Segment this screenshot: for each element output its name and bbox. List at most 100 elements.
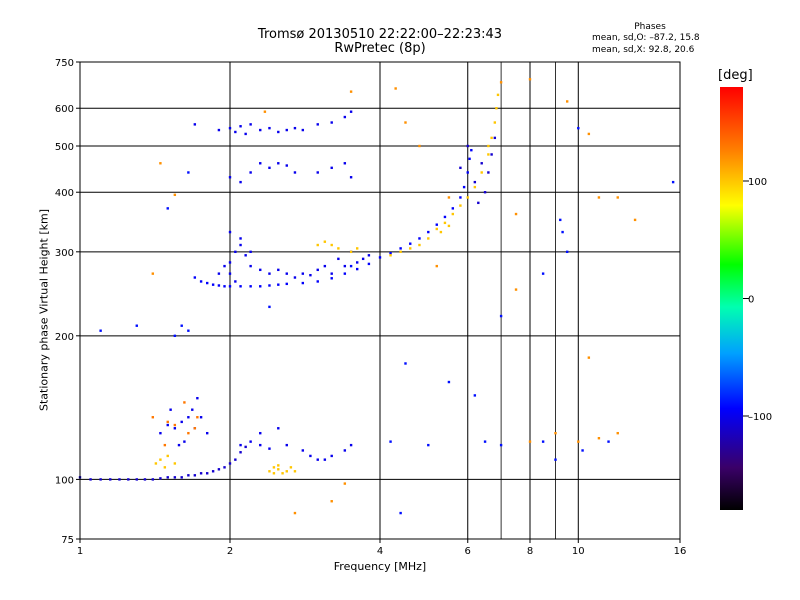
data-point (169, 408, 172, 411)
data-point (166, 420, 169, 424)
data-point (477, 201, 480, 205)
data-point (349, 90, 353, 93)
data-point (187, 431, 190, 435)
data-point (173, 427, 177, 430)
x-axis-label: Frequency [MHz] (333, 560, 427, 573)
data-point (249, 250, 252, 254)
data-point (330, 243, 333, 247)
data-point (343, 482, 347, 485)
data-point (159, 431, 162, 435)
data-point (277, 268, 280, 272)
data-point (514, 212, 518, 216)
data-point (487, 144, 490, 148)
data-point (378, 256, 382, 259)
data-point (462, 185, 466, 189)
data-point (480, 171, 483, 174)
x-axis-ticks: 1 2 4 6 8 10 16 (77, 539, 686, 557)
data-point (399, 250, 402, 254)
data-point (309, 454, 312, 458)
data-point (367, 262, 371, 266)
data-point (418, 144, 421, 148)
data-point (285, 470, 288, 473)
data-point (528, 440, 532, 443)
phases-x-line: mean, sd,X: 92.8, 20.6 (592, 45, 695, 55)
data-point (439, 230, 443, 234)
data-point (399, 247, 402, 250)
data-point (228, 272, 232, 275)
data-point (163, 466, 167, 469)
data-point (451, 212, 455, 216)
data-point (349, 443, 353, 447)
data-point (180, 324, 183, 327)
data-point (228, 261, 232, 264)
data-point (581, 449, 584, 452)
y-tick-label: 500 (55, 142, 74, 153)
data-point (316, 458, 319, 461)
data-point (330, 500, 333, 503)
data-point (217, 468, 221, 471)
data-point (316, 243, 319, 247)
data-point (487, 153, 490, 156)
data-point (249, 264, 252, 268)
data-point (293, 470, 297, 473)
data-point (217, 128, 221, 132)
data-point (499, 314, 503, 318)
data-point (259, 162, 262, 165)
data-point (151, 416, 155, 419)
data-point (301, 449, 305, 452)
data-point (466, 196, 469, 199)
data-point (293, 126, 297, 130)
data-point (323, 458, 327, 461)
data-point (349, 110, 353, 113)
data-point (309, 273, 312, 277)
data-point (277, 468, 280, 471)
data-point (301, 281, 305, 285)
data-point (577, 126, 580, 130)
chart-subtitle: RwPretec (8p) (334, 41, 426, 56)
y-tick-label: 400 (55, 188, 74, 199)
data-point (404, 121, 407, 124)
data-point (490, 153, 493, 156)
data-point (483, 440, 487, 443)
colorbar-unit-label: [deg] (718, 68, 753, 83)
data-point (277, 464, 280, 467)
x-tick-label: 10 (572, 546, 585, 557)
data-point (323, 264, 327, 268)
data-point (193, 123, 197, 126)
data-point (337, 247, 340, 250)
data-point (211, 470, 215, 473)
data-point (330, 166, 333, 170)
data-point (330, 272, 333, 275)
data-point (173, 334, 177, 338)
data-point (316, 123, 319, 126)
x-tick-label: 4 (377, 546, 383, 557)
data-point (473, 185, 477, 189)
data-point (263, 110, 267, 113)
data-point (285, 443, 288, 447)
data-point (616, 431, 619, 435)
data-point (166, 207, 169, 210)
data-point (223, 285, 226, 288)
data-point (166, 476, 169, 479)
data-point (277, 162, 280, 165)
data-point (389, 252, 392, 255)
colorbar-tick-label: 0 (748, 295, 754, 306)
data-point (187, 171, 190, 174)
data-point (234, 130, 237, 134)
data-point (343, 272, 347, 275)
data-point (268, 126, 271, 130)
phases-o-line: mean, sd,O: –87.2, 15.8 (592, 33, 700, 43)
data-point (268, 284, 271, 287)
data-point (399, 511, 402, 515)
data-point (127, 478, 130, 481)
data-point (166, 454, 169, 458)
data-point (259, 268, 262, 272)
data-point (435, 223, 438, 226)
data-point (459, 196, 462, 199)
colorbar (720, 87, 743, 510)
y-tick-label: 600 (55, 104, 74, 115)
data-point (199, 472, 203, 475)
data-point (285, 272, 288, 275)
data-point (607, 440, 610, 443)
data-point (234, 250, 237, 254)
